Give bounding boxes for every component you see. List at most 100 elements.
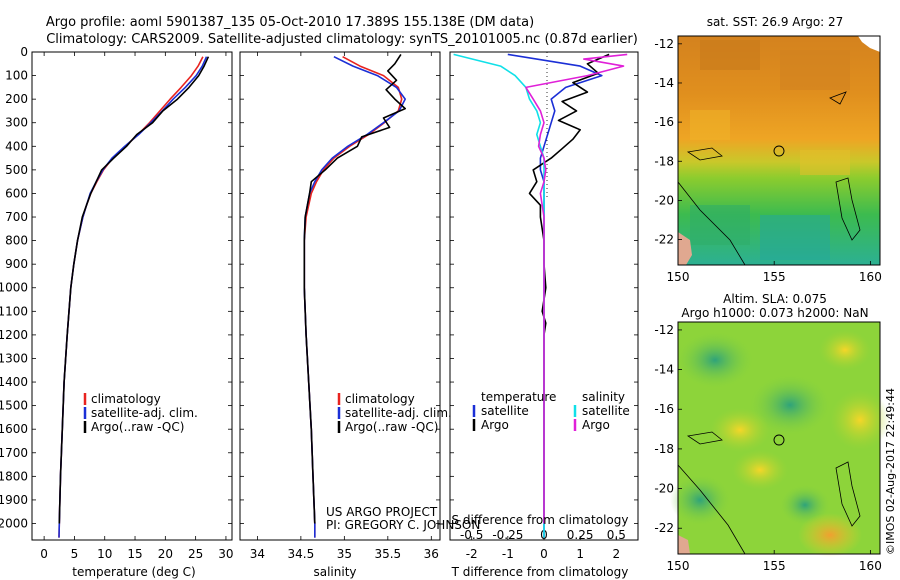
sla-high-anomaly <box>830 390 890 450</box>
depth-tick-label: 600 <box>5 186 28 200</box>
difference-legend: temperature satellite Argo salinity sate… <box>472 390 630 432</box>
map-lon-tick-label: 155 <box>763 270 786 284</box>
depth-tick-label: 1900 <box>0 493 28 507</box>
sst-texture <box>690 40 850 260</box>
legend-label-satellite: satellite-adj. clim. <box>91 406 198 420</box>
depth-tick-label: 1300 <box>0 351 28 365</box>
temperature-tick-label: 25 <box>188 547 203 561</box>
depth-tick-label: 2000 <box>0 516 28 530</box>
series-line-t-satellite <box>507 53 603 538</box>
title-line1: Argo profile: aoml 5901387_135 05-Oct-20… <box>46 15 534 30</box>
depth-tick-label: 1400 <box>0 375 28 389</box>
depth-tick-label: 1800 <box>0 469 28 483</box>
sst-map-frame <box>677 35 881 266</box>
temperature-tick-label: 0 <box>40 547 48 561</box>
depth-tick-label: 1100 <box>0 304 28 318</box>
temperature-x-label: temperature (deg C) <box>72 565 195 579</box>
map-lon-tick-label: 150 <box>667 270 690 284</box>
salinity-tick-label: 35 <box>337 547 352 561</box>
sst-missing-data <box>858 36 880 52</box>
sla-high-anomaly <box>819 330 871 370</box>
temperature-tick-label: 15 <box>127 547 142 561</box>
temperature-axes-frame <box>31 51 233 541</box>
reef-contour <box>677 181 746 266</box>
legend-temperature-header: temperature <box>481 390 556 404</box>
map-lat-tick-label: -22 <box>654 233 674 247</box>
salinity-x-label: salinity <box>313 565 356 579</box>
map-lat-tick-label: -20 <box>654 193 674 207</box>
temperature-panel: 0100200300400500600700800900100011001200… <box>0 45 234 579</box>
map-lat-tick-label: -12 <box>654 37 674 51</box>
difference-t-tick-label: -2 <box>466 547 478 561</box>
sst-patch <box>690 110 730 140</box>
depth-tick-label: 300 <box>5 116 28 130</box>
sla-high-anomaly <box>710 408 770 452</box>
difference-panel: -2 -1 0 1 2-0.5 -0.25 0 0.25 0.5 S difference fr… <box>449 51 639 579</box>
legend-label-climatology: climatology <box>91 392 161 406</box>
map-lat-tick-label: -18 <box>654 442 674 456</box>
map-lat-tick-label: -16 <box>654 402 674 416</box>
sla-low-anomaly <box>670 475 730 525</box>
salinity-panel: 34 34.5 35 35.5 36 salinity climatology sate… <box>239 51 480 579</box>
depth-tick-label: 800 <box>5 234 28 248</box>
sst-patch <box>800 150 850 175</box>
salinity-tick-label: 34.5 <box>288 547 315 561</box>
australia-coast <box>678 232 692 265</box>
map-lon-tick-label: 160 <box>859 559 882 573</box>
reef-contour <box>829 91 847 105</box>
sla-map-title-1: Altim. SLA: 0.075 <box>723 292 827 306</box>
difference-s-tick-label: 0.25 <box>567 528 594 542</box>
temperature-legend: climatology satellite-adj. clim. Argo(..… <box>83 392 198 434</box>
salinity-tick-label: 34 <box>250 547 265 561</box>
title-line2: Climatology: CARS2009. Satellite-adjuste… <box>46 32 638 47</box>
project-pi: PI: GREGORY C. JOHNSON <box>326 518 480 532</box>
reef-contour <box>835 177 861 241</box>
depth-tick-label: 200 <box>5 92 28 106</box>
temperature-tick-label: 10 <box>97 547 112 561</box>
sst-map-title: sat. SST: 26.9 Argo: 27 <box>707 15 844 29</box>
map-lon-tick-label: 150 <box>667 559 690 573</box>
salinity-tick-label: 35.5 <box>374 547 401 561</box>
reef-contour <box>835 461 861 527</box>
temperature-tick-label: 20 <box>158 547 173 561</box>
difference-series <box>453 53 628 538</box>
series-line-argo <box>303 53 407 524</box>
sst-patch <box>760 215 830 260</box>
reef-contour <box>677 464 746 555</box>
difference-t-tick-label: -1 <box>502 547 514 561</box>
series-line-argo <box>58 56 210 524</box>
map-lat-tick-label: -16 <box>654 115 674 129</box>
temperature-series <box>58 56 210 538</box>
sla-high-anomaly <box>732 450 788 490</box>
difference-x-axis: -2 -1 0 1 2-0.5 -0.25 0 0.25 0.5 <box>460 528 626 561</box>
sla-low-anomaly <box>750 375 830 435</box>
salinity-legend: climatology satellite-adj. clim. Argo(..… <box>337 392 452 434</box>
depth-tick-label: 100 <box>5 69 28 83</box>
difference-s-tick-label: 0.5 <box>607 528 626 542</box>
salinity-tick-label: 36 <box>424 547 439 561</box>
legend-label-s-argo: Argo <box>582 418 610 432</box>
legend-label-t-satellite: satellite <box>481 404 529 418</box>
footer-stamp: ©IMOS 02-Aug-2017 22:49:44 <box>884 388 897 555</box>
sla-map-axes: 150 155 160 -12 -14 -16 -18 -20 -22 <box>654 323 881 573</box>
legend-label-satellite: satellite-adj. clim. <box>345 406 452 420</box>
depth-tick-label: 1200 <box>0 328 28 342</box>
salinity-x-axis: 34 34.5 35 35.5 36 <box>250 52 439 561</box>
depth-tick-label: 1500 <box>0 399 28 413</box>
legend-label-argo: Argo(..raw -QC) <box>91 420 184 434</box>
sla-low-anomaly <box>677 332 753 388</box>
depth-tick-label: 1000 <box>0 281 28 295</box>
sst-map: sat. SST: 26.9 Argo: 27 150 155 160 -12 -14 -… <box>654 15 881 284</box>
sst-map-axes: 150 155 160 -12 -14 -16 -18 -20 -22 <box>654 37 881 284</box>
argo-float-position <box>773 145 785 157</box>
depth-tick-label: 0 <box>20 45 28 59</box>
difference-s-tick-label: -0.25 <box>492 528 523 542</box>
temperature-tick-label: 5 <box>71 547 79 561</box>
legend-salinity-header: salinity <box>582 390 625 404</box>
map-lat-tick-label: -14 <box>654 76 674 90</box>
map-lon-tick-label: 160 <box>859 270 882 284</box>
sla-very-high-anomaly <box>798 513 862 557</box>
temperature-x-axis: 0 5 10 15 20 25 30 <box>40 52 234 561</box>
map-lat-tick-label: -22 <box>654 521 674 535</box>
